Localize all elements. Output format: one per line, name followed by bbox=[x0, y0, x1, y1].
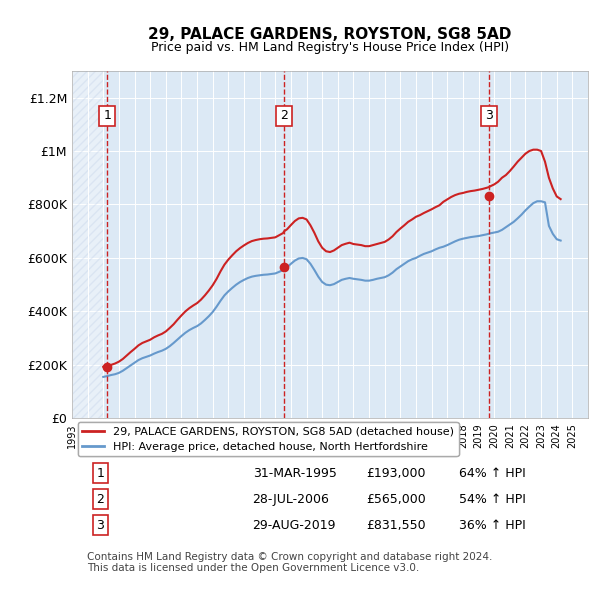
Text: Price paid vs. HM Land Registry's House Price Index (HPI): Price paid vs. HM Land Registry's House … bbox=[151, 41, 509, 54]
Bar bbox=[72, 71, 103, 418]
Text: 1: 1 bbox=[97, 467, 104, 480]
Text: 29-AUG-2019: 29-AUG-2019 bbox=[253, 519, 336, 532]
Text: 64% ↑ HPI: 64% ↑ HPI bbox=[459, 467, 526, 480]
Text: 3: 3 bbox=[97, 519, 104, 532]
Text: £831,550: £831,550 bbox=[366, 519, 426, 532]
Text: Contains HM Land Registry data © Crown copyright and database right 2024.
This d: Contains HM Land Registry data © Crown c… bbox=[88, 552, 493, 573]
Text: 2: 2 bbox=[280, 110, 288, 123]
Text: 1: 1 bbox=[103, 110, 111, 123]
Text: 54% ↑ HPI: 54% ↑ HPI bbox=[459, 493, 526, 506]
Text: £193,000: £193,000 bbox=[366, 467, 425, 480]
Text: 3: 3 bbox=[485, 110, 493, 123]
Legend: 29, PALACE GARDENS, ROYSTON, SG8 5AD (detached house), HPI: Average price, detac: 29, PALACE GARDENS, ROYSTON, SG8 5AD (de… bbox=[77, 422, 458, 457]
Text: 36% ↑ HPI: 36% ↑ HPI bbox=[459, 519, 526, 532]
Text: 2: 2 bbox=[97, 493, 104, 506]
Text: £565,000: £565,000 bbox=[366, 493, 426, 506]
Text: 31-MAR-1995: 31-MAR-1995 bbox=[253, 467, 337, 480]
Text: 29, PALACE GARDENS, ROYSTON, SG8 5AD: 29, PALACE GARDENS, ROYSTON, SG8 5AD bbox=[148, 27, 512, 41]
Text: 28-JUL-2006: 28-JUL-2006 bbox=[253, 493, 329, 506]
